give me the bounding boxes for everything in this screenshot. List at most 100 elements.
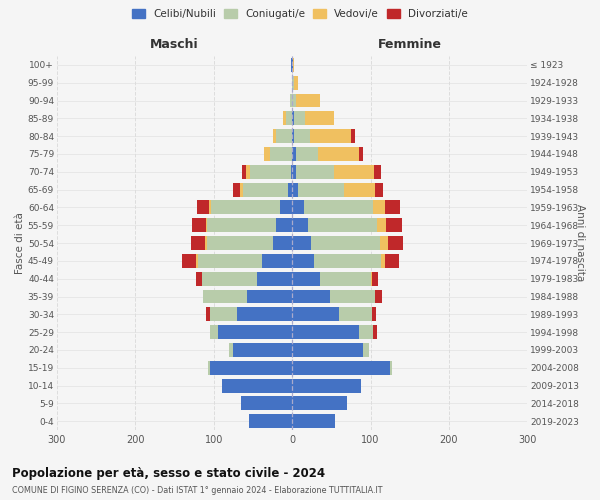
Bar <box>304 200 373 214</box>
Bar <box>206 308 210 322</box>
Bar <box>197 200 209 214</box>
Bar <box>242 165 246 179</box>
Bar <box>388 236 403 250</box>
Bar <box>229 343 233 357</box>
Bar <box>344 182 375 196</box>
Text: COMUNE DI FIGINO SERENZA (CO) - Dati ISTAT 1° gennaio 2024 - Elaborazione TUTTIT: COMUNE DI FIGINO SERENZA (CO) - Dati IST… <box>12 486 383 495</box>
Bar <box>208 218 277 232</box>
Bar <box>257 272 292 285</box>
Bar <box>292 182 298 196</box>
Text: Popolazione per età, sesso e stato civile - 2024: Popolazione per età, sesso e stato civil… <box>12 468 325 480</box>
Bar <box>372 308 376 322</box>
Bar <box>196 272 202 285</box>
Bar <box>385 254 399 268</box>
Bar <box>209 200 211 214</box>
Bar <box>292 414 335 428</box>
Bar <box>270 147 292 161</box>
Bar <box>318 147 359 161</box>
Bar <box>283 112 286 126</box>
Bar <box>339 308 372 322</box>
Bar <box>290 94 292 108</box>
Bar <box>196 254 198 268</box>
Bar <box>233 182 239 196</box>
Bar <box>292 308 339 322</box>
Bar <box>262 254 292 268</box>
Bar <box>292 343 363 357</box>
Bar <box>208 361 210 374</box>
Bar <box>375 290 382 304</box>
Bar <box>293 76 298 90</box>
Bar <box>380 236 388 250</box>
Bar <box>242 182 288 196</box>
Bar <box>182 254 196 268</box>
Bar <box>198 254 262 268</box>
Bar <box>292 361 390 374</box>
Bar <box>247 290 292 304</box>
Bar <box>296 147 318 161</box>
Bar <box>386 218 402 232</box>
Bar <box>334 165 374 179</box>
Bar <box>296 165 334 179</box>
Bar <box>314 254 381 268</box>
Bar <box>203 290 247 304</box>
Bar <box>310 129 351 143</box>
Bar <box>308 218 377 232</box>
Bar <box>292 325 359 339</box>
Bar <box>292 396 347 410</box>
Bar <box>250 165 290 179</box>
Bar <box>205 236 206 250</box>
Bar <box>292 378 361 392</box>
Bar <box>385 200 400 214</box>
Bar <box>373 325 377 339</box>
Bar <box>359 325 373 339</box>
Bar <box>210 361 292 374</box>
Y-axis label: Anni di nascita: Anni di nascita <box>575 204 585 282</box>
Bar <box>277 218 292 232</box>
Bar <box>293 112 305 126</box>
Bar <box>288 182 292 196</box>
Bar <box>277 129 292 143</box>
Bar <box>292 200 304 214</box>
Bar <box>292 254 314 268</box>
Bar <box>292 112 293 126</box>
Bar <box>298 182 344 196</box>
Bar <box>311 236 380 250</box>
Bar <box>280 200 292 214</box>
Bar <box>249 414 292 428</box>
Bar <box>292 272 320 285</box>
Bar <box>218 325 292 339</box>
Bar <box>373 200 385 214</box>
Bar <box>206 236 273 250</box>
Bar <box>351 129 355 143</box>
Bar <box>305 112 334 126</box>
Bar <box>210 308 237 322</box>
Bar <box>292 290 330 304</box>
Legend: Celibi/Nubili, Coniugati/e, Vedovi/e, Divorziati/e: Celibi/Nubili, Coniugati/e, Vedovi/e, Di… <box>128 5 472 24</box>
Bar <box>296 94 320 108</box>
Bar <box>206 218 208 232</box>
Bar <box>221 378 292 392</box>
Text: Maschi: Maschi <box>150 38 199 51</box>
Bar <box>330 290 375 304</box>
Bar <box>286 112 292 126</box>
Bar <box>381 254 385 268</box>
Bar <box>272 129 277 143</box>
Bar <box>359 147 363 161</box>
Bar <box>202 272 257 285</box>
Bar <box>292 76 293 90</box>
Bar <box>320 272 371 285</box>
Bar <box>233 343 292 357</box>
Bar <box>292 165 296 179</box>
Bar <box>292 218 308 232</box>
Bar <box>246 165 250 179</box>
Bar <box>210 325 218 339</box>
Bar <box>264 147 270 161</box>
Bar <box>292 147 296 161</box>
Y-axis label: Fasce di età: Fasce di età <box>15 212 25 274</box>
Bar <box>375 182 383 196</box>
Bar <box>273 236 292 250</box>
Bar <box>241 396 292 410</box>
Bar <box>292 236 311 250</box>
Bar <box>191 236 205 250</box>
Bar <box>292 94 296 108</box>
